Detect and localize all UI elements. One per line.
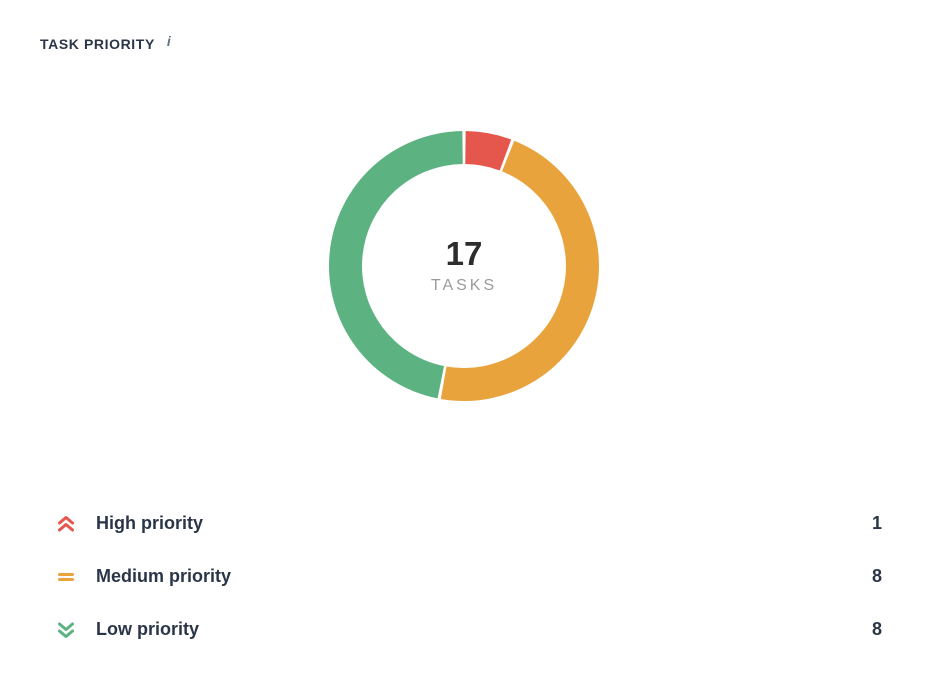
- widget-title: TASK PRIORITY: [40, 36, 155, 52]
- legend-row-low-priority: Low priority 8: [56, 603, 882, 656]
- donut-chart-svg: [328, 131, 599, 401]
- legend-value: 1: [871, 513, 882, 533]
- chevrons-down-icon: [56, 620, 76, 640]
- donut-segment-medium-priority[interactable]: [440, 140, 599, 401]
- priority-legend: High priority 1 Medium priority 8 Low pr…: [56, 497, 882, 656]
- legend-row-medium-priority: Medium priority 8: [56, 550, 882, 603]
- legend-label: Medium priority: [96, 566, 232, 586]
- legend-value: 8: [871, 619, 882, 639]
- legend-label: Low priority: [96, 619, 199, 639]
- equals-icon: [56, 567, 76, 587]
- info-icon[interactable]: i: [166, 33, 171, 49]
- widget-header: TASK PRIORITY i: [40, 33, 171, 52]
- task-priority-donut-chart: 17 TASKS: [324, 126, 604, 406]
- chevrons-up-icon: [56, 514, 76, 534]
- legend-row-high-priority: High priority 1: [56, 497, 882, 550]
- donut-segment-low-priority[interactable]: [328, 131, 463, 399]
- legend-label: High priority: [96, 513, 203, 533]
- legend-value: 8: [871, 566, 882, 586]
- donut-segment-high-priority[interactable]: [465, 131, 512, 171]
